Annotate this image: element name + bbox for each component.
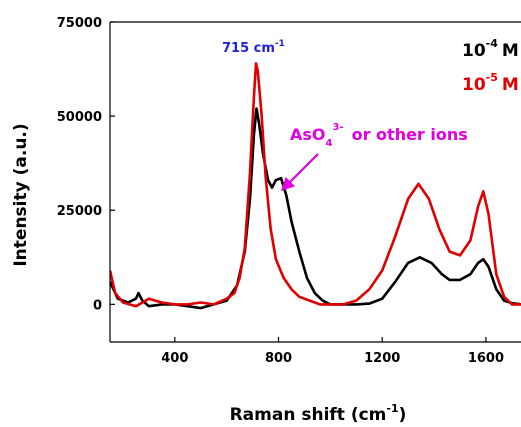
ticks-layer: 400 800 1200 1600 0 25000 50000 75000 [57,16,504,366]
x-tick-label: 1200 [364,351,400,366]
x-tick-label: 800 [265,351,292,366]
y-tick-label: 75000 [57,16,102,31]
ion-annotation: AsO43- or other ions [290,122,468,149]
series-layer [110,62,521,310]
legend-entry-1e-5: 10-5 M [462,71,519,95]
series-line-2 [110,62,521,308]
x-tick-label: 400 [161,351,188,366]
y-axis-title: Intensity (a.u.) [11,123,31,266]
y-tick-label: 0 [93,298,102,313]
x-axis-title: Raman shift (cm-1) [230,402,407,425]
y-tick-label: 50000 [57,110,102,125]
y-tick-label: 25000 [57,204,102,219]
peak-annotation: 715 cm-1 [222,39,285,56]
legend: 10-4 M 10-5 M [462,37,519,95]
legend-entry-1e-4: 10-4 M [462,37,519,61]
x-tick-label: 1600 [468,351,504,366]
ion-arrow [281,153,319,191]
